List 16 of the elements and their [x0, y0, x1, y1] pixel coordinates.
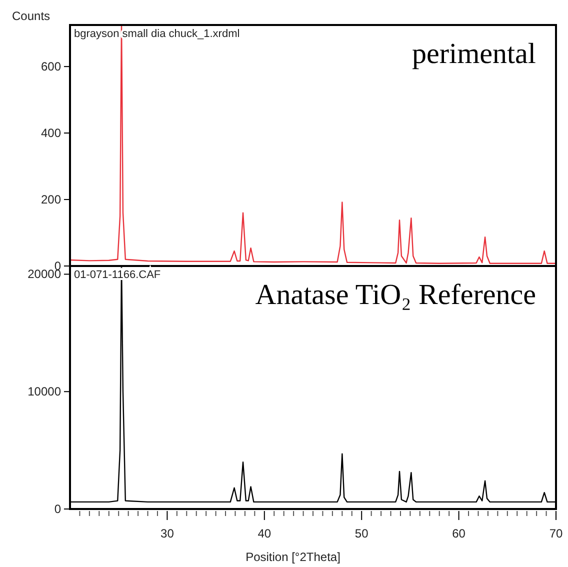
line-series — [70, 25, 556, 264]
x-tick-label: 50 — [354, 526, 369, 541]
y-tick-label: 0 — [54, 502, 62, 516]
annotation: Anatase TiO₂ Reference — [255, 279, 536, 311]
x-tick-label: 60 — [452, 526, 466, 541]
y-tick-label: 600 — [40, 59, 62, 74]
y-tick-label: 400 — [40, 126, 62, 140]
x-axis-title: Position [°2Theta] — [246, 550, 340, 564]
x-tick-label: 70 — [549, 526, 563, 541]
y-tick-label: 200 — [40, 192, 62, 206]
x-tick-label: 40 — [258, 526, 272, 541]
annotation: bgrayson small dia chuck_1.xrdml — [74, 28, 240, 40]
x-tick-label: 30 — [160, 526, 174, 541]
annotation: perimental — [412, 38, 536, 70]
y-tick-label: 10000 — [28, 384, 62, 398]
y-axis-title: Counts — [12, 9, 50, 23]
